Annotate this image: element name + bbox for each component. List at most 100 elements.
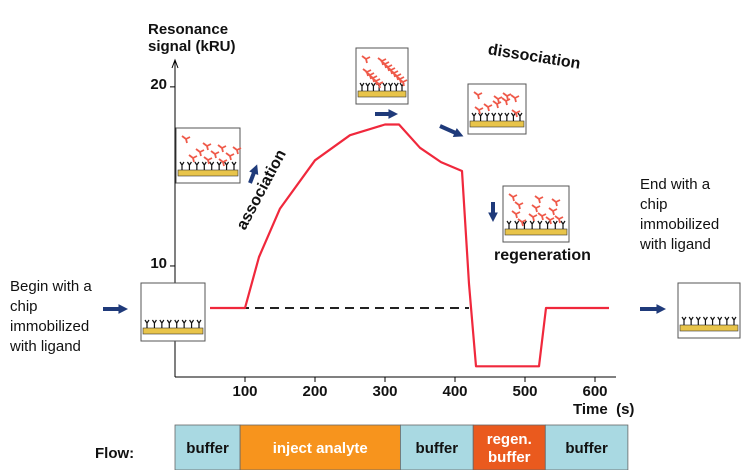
ligand (181, 319, 187, 328)
arrow-head (452, 128, 464, 137)
analyte (545, 216, 555, 225)
x-axis-label: Time (s) (573, 401, 634, 418)
y-axis-label: Resonance (148, 21, 228, 38)
analyte (217, 144, 227, 153)
analyte (511, 109, 521, 118)
analyte (537, 212, 547, 221)
ligand (681, 316, 687, 325)
annotation: with ligand (9, 338, 81, 355)
ligand (388, 82, 394, 91)
analyte (493, 95, 503, 104)
analyte (195, 148, 205, 157)
ligand (478, 112, 484, 121)
flow-segment-label: inject analyte (273, 440, 368, 457)
ligand (517, 112, 523, 121)
ligand (174, 319, 180, 328)
ligand (504, 112, 510, 121)
annotation: immobilized (10, 318, 89, 335)
ligand (196, 319, 202, 328)
analyte (181, 135, 191, 144)
flow-segment-label: buffer (488, 449, 531, 466)
analyte (511, 210, 521, 219)
x-tick-label: 400 (442, 383, 467, 400)
analyte (508, 193, 518, 202)
flow-segment (239, 424, 401, 470)
analyte (362, 68, 372, 77)
flow-segment (472, 424, 546, 470)
ligand (166, 319, 172, 328)
flow-segment-label: regen. (487, 431, 532, 448)
ligand (370, 82, 376, 91)
ligand (717, 316, 723, 325)
flow-segment-label: buffer (565, 440, 608, 457)
flow-segment-label: buffer (416, 440, 459, 457)
analyte (548, 207, 558, 216)
ligand (484, 112, 490, 121)
annotation: chip (10, 298, 38, 315)
analyte (554, 215, 564, 224)
analyte (202, 142, 212, 151)
analyte (377, 57, 387, 66)
chip-surface (504, 228, 568, 236)
chip-surface (357, 90, 407, 98)
analyte (502, 92, 512, 101)
ligand (201, 161, 207, 170)
ligand (393, 82, 399, 91)
ligand (231, 161, 237, 170)
analyte (203, 156, 213, 165)
x-tick-label: 300 (372, 383, 397, 400)
ligand (216, 161, 222, 170)
ligand (194, 161, 200, 170)
analyte (218, 158, 228, 167)
x-tick-label: 600 (582, 383, 607, 400)
ligand (179, 161, 185, 170)
arrow-head (488, 212, 498, 222)
analyte (483, 103, 493, 112)
ligand (209, 161, 215, 170)
analyte (510, 94, 520, 103)
annotation: immobilized (640, 216, 719, 233)
ligand (702, 316, 708, 325)
chip-icon (175, 127, 242, 184)
ligand (537, 220, 543, 229)
analyte (225, 152, 235, 161)
ligand (710, 316, 716, 325)
x-tick-label: 100 (232, 383, 257, 400)
flow-segment (544, 424, 629, 470)
ligand (506, 220, 512, 229)
ligand (552, 220, 558, 229)
y-tick-label: 10 (150, 255, 167, 272)
ligand (724, 316, 730, 325)
ligand (471, 112, 477, 121)
analyte (531, 204, 541, 213)
x-tick-label: 500 (512, 383, 537, 400)
ligand (514, 220, 520, 229)
ligand (144, 319, 150, 328)
ligand (382, 82, 388, 91)
flow-label: Flow: (95, 445, 134, 462)
ligand (731, 316, 737, 325)
analyte (473, 91, 483, 100)
y-axis-label: signal (kRU) (148, 38, 236, 55)
ligand (151, 319, 157, 328)
y-tick-label: 20 (150, 76, 167, 93)
chip-icon (677, 282, 741, 339)
analyte (474, 106, 484, 115)
flow-segment (399, 424, 474, 470)
arrow-head (388, 109, 398, 119)
ligand (497, 112, 503, 121)
ligand (695, 316, 701, 325)
chip-surface (142, 327, 204, 335)
flow-segment-label: buffer (186, 440, 229, 457)
annotation: Begin with a (10, 278, 92, 295)
annotation: association (234, 147, 290, 233)
analyte (514, 201, 524, 210)
ligand (560, 220, 566, 229)
ligand (491, 112, 497, 121)
chip-icon (140, 282, 206, 342)
annotation: regeneration (494, 247, 591, 264)
analyte (551, 198, 561, 207)
analyte (361, 55, 371, 64)
flow-segment (174, 424, 241, 470)
